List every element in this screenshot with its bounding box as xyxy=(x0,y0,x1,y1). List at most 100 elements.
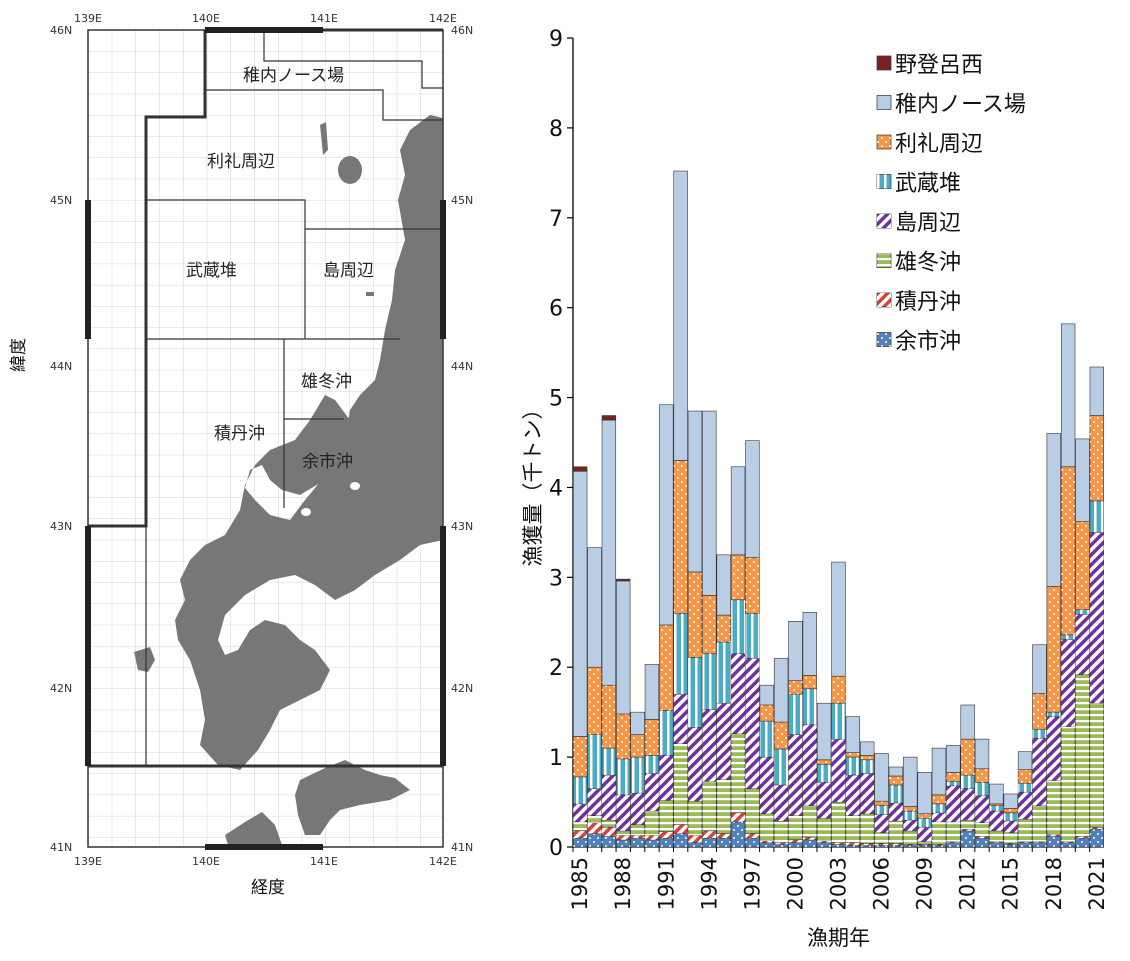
bar-segment xyxy=(1003,793,1018,809)
map-svg: 139E 140E 141E 142E 139E 140E 141E 142E … xyxy=(9,12,473,898)
chart-bars xyxy=(572,170,1105,848)
bar-segment xyxy=(730,466,746,556)
bar-segment-pattern xyxy=(630,835,645,839)
bar-segment-pattern xyxy=(831,842,846,845)
bar-segment-pattern xyxy=(1018,783,1032,793)
bar-segment-pattern xyxy=(1061,841,1075,843)
bar-segment-pattern xyxy=(889,775,903,785)
legend-label: 余市沖 xyxy=(895,330,961,355)
bar-segment-pattern xyxy=(1046,836,1061,847)
x-tick-label: 1994 xyxy=(697,857,721,910)
bar-segment xyxy=(974,738,990,770)
bar-segment-pattern xyxy=(960,739,975,776)
bar-segment-pattern xyxy=(1089,415,1104,501)
bar-segment-pattern xyxy=(960,830,975,847)
bar-segment-pattern xyxy=(917,844,932,846)
bar-segment-pattern xyxy=(1089,703,1104,828)
bar-segment-pattern xyxy=(1046,780,1061,835)
bar-segment xyxy=(1046,433,1061,587)
region-label-rishiri-rebun: 利礼周辺 xyxy=(207,152,275,172)
bar-segment-pattern xyxy=(932,794,946,804)
region-label-shakotan: 積丹沖 xyxy=(214,424,265,444)
x-tick-label: 2003 xyxy=(827,857,851,910)
bar-segment xyxy=(874,753,889,802)
bar-segment-pattern xyxy=(845,842,860,846)
y-tick-label: 3 xyxy=(549,566,563,591)
legend-swatch-pattern xyxy=(877,253,891,268)
bar-segment xyxy=(601,419,617,686)
lat-tick-right: 42N xyxy=(451,682,473,695)
bar-segment-pattern xyxy=(989,830,1004,842)
bar-segment-pattern xyxy=(630,838,645,847)
lakes xyxy=(301,482,360,516)
bar-segment-pattern xyxy=(731,599,745,654)
lat-tick-left: 44N xyxy=(50,360,72,373)
bar-segment xyxy=(989,783,1004,805)
x-tick-label: 2012 xyxy=(956,857,980,910)
bar-segment-pattern xyxy=(688,835,702,843)
bar-segment-pattern xyxy=(946,821,961,842)
bar-segment-pattern xyxy=(889,802,903,821)
bar-segment-pattern xyxy=(759,704,774,722)
bar-segment-pattern xyxy=(903,844,918,846)
bar-segment-pattern xyxy=(573,838,588,847)
x-tick-label: 2009 xyxy=(913,857,937,910)
bar-segment-pattern xyxy=(702,781,717,831)
bar-segment-pattern xyxy=(745,658,760,789)
bar-segment-pattern xyxy=(802,675,817,689)
bar-segment xyxy=(601,415,617,421)
bar-segment-pattern xyxy=(802,724,817,806)
bar-segment-pattern xyxy=(702,830,717,839)
bar-segment-pattern xyxy=(602,775,616,821)
bar-segment-pattern xyxy=(1046,586,1061,713)
lon-tick-bottom: 140E xyxy=(192,855,220,868)
bar-segment-pattern xyxy=(903,830,918,845)
lon-tick-bottom: 141E xyxy=(310,855,338,868)
bar-segment-pattern xyxy=(616,758,631,795)
bar-segment-pattern xyxy=(716,615,731,643)
bar-segment-pattern xyxy=(630,824,645,836)
bar-segment-pattern xyxy=(673,613,688,695)
legend-swatch xyxy=(876,95,892,110)
bar-segment-pattern xyxy=(845,775,860,816)
bar-segment-pattern xyxy=(960,788,975,821)
bar-segment-pattern xyxy=(688,727,702,802)
bar-segment-pattern xyxy=(645,835,659,840)
map-x-axis-label: 経度 xyxy=(251,878,285,898)
bar-segment-pattern xyxy=(946,781,961,786)
bar-segment-pattern xyxy=(731,812,745,822)
bar-segment-pattern xyxy=(1003,808,1018,813)
bar-segment-pattern xyxy=(975,836,989,839)
bar-segment xyxy=(572,466,588,472)
bar-segment-pattern xyxy=(774,784,788,821)
bar-segment-pattern xyxy=(860,773,875,814)
bar-segment-pattern xyxy=(616,835,631,840)
bar-segment-pattern xyxy=(1018,842,1032,847)
bar-segment-pattern xyxy=(960,775,975,789)
lon-tick-bottom: 142E xyxy=(429,855,457,868)
bar-segment xyxy=(860,741,875,756)
bar-segment-pattern xyxy=(889,843,903,846)
legend-label: 利礼周辺 xyxy=(895,132,983,157)
catch-chart-panel: 0 1 2 3 4 5 6 7 8 9 1985 1988 1991 1994 1997 2000 2003 20… xyxy=(520,0,1130,957)
bar-segment-pattern xyxy=(817,782,832,819)
bar-segment xyxy=(716,554,731,616)
bar-segment-pattern xyxy=(946,785,961,822)
bar-segment-pattern xyxy=(917,827,932,842)
bar-segment-pattern xyxy=(1089,500,1104,533)
bar-segment xyxy=(773,657,789,723)
bar-segment-pattern xyxy=(1003,844,1018,847)
bar-segment xyxy=(931,747,947,796)
bar-segment-pattern xyxy=(702,595,717,654)
bar-segment-pattern xyxy=(673,694,688,744)
lat-tick-left: 42N xyxy=(50,682,72,695)
bar-segment-pattern xyxy=(1075,838,1090,847)
bar-segment-pattern xyxy=(602,748,616,776)
bar-segment xyxy=(1017,751,1033,770)
bar-segment-pattern xyxy=(831,844,846,847)
bar-segment-pattern xyxy=(716,838,731,847)
bar-segment-pattern xyxy=(645,719,659,756)
lat-tick-right: 43N xyxy=(451,520,473,533)
bar-segment-pattern xyxy=(659,624,674,711)
bar-segment-pattern xyxy=(587,788,602,816)
